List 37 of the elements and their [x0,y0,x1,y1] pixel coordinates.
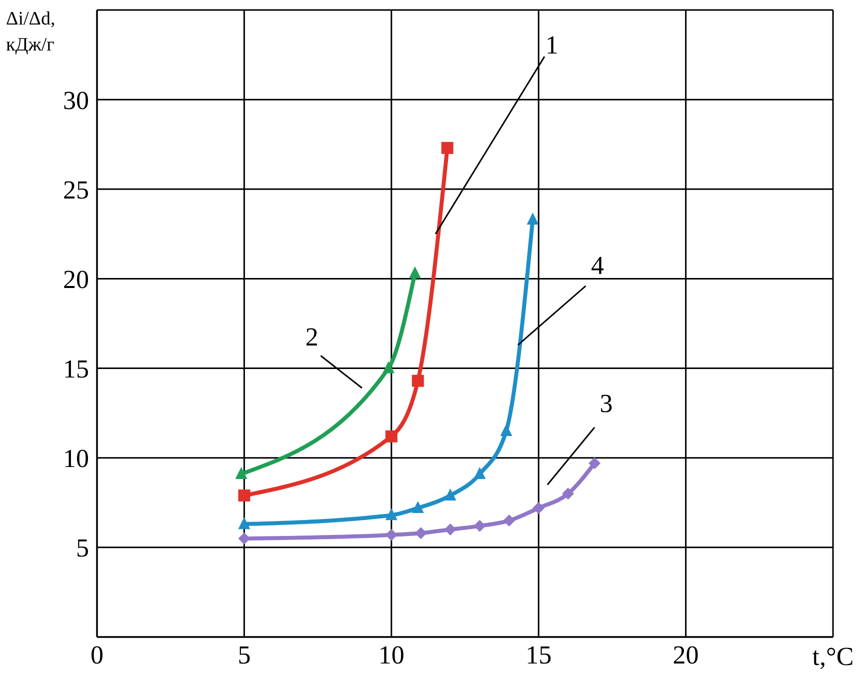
x-tick-label: 5 [238,640,251,670]
series-label: 3 [600,388,613,418]
point [441,142,454,154]
y-tick-label: 10 [63,444,89,474]
point [235,466,248,479]
text: 4 [590,250,604,280]
y-tick-label: 20 [63,264,89,294]
point [562,488,574,500]
y-tick-label: 25 [63,175,89,204]
point [238,489,250,502]
y-tick-label: 15 [63,354,89,384]
point [385,430,398,442]
point [532,502,545,514]
point [238,517,250,530]
y-tick-label: 5 [76,534,89,563]
point [474,520,486,532]
point [503,514,516,527]
x-tick-label: 15 [526,640,552,670]
y-tick-label: 30 [63,86,89,115]
x-tick-label: 10 [378,640,404,670]
x-tick-label: 20 [672,640,699,670]
y-axis-title: Δi/Δd, кДж/г [6,8,56,56]
point [412,501,424,514]
point [382,361,394,374]
point [385,508,398,520]
point [444,524,456,536]
x-axis-title: t,°C [812,642,854,671]
x-tick-label: 0 [90,640,104,670]
point [474,466,486,479]
point [412,374,424,387]
text: 1 [545,30,558,60]
point [526,212,539,225]
point [588,457,601,470]
point [500,424,512,436]
point [408,266,421,278]
point [444,488,456,500]
text: 2 [305,322,318,352]
